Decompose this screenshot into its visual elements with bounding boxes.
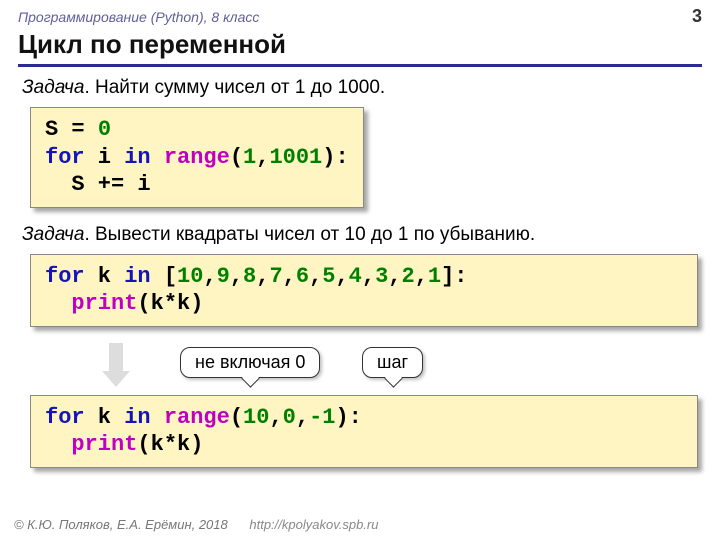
code-text: ):	[335, 405, 361, 430]
code-keyword: in	[124, 405, 150, 430]
code-text: ,	[415, 264, 428, 289]
code-text: (	[230, 145, 243, 170]
code-text: ]:	[441, 264, 467, 289]
slide: Программирование (Python), 8 класс 3 Цик…	[0, 0, 720, 540]
code-text: ,	[388, 264, 401, 289]
callout-not-including-zero: не включая 0	[180, 347, 320, 378]
code-number: 1	[243, 145, 256, 170]
code-block-2: for k in [10,9,8,7,6,5,4,3,2,1]: print(k…	[30, 254, 698, 327]
code-function: print	[71, 291, 137, 316]
course-label: Программирование (Python), 8 класс	[18, 9, 259, 25]
code-text: ,	[335, 264, 348, 289]
code-number: 3	[375, 264, 388, 289]
code-text: ,	[203, 264, 216, 289]
code-text: (	[230, 405, 243, 430]
code-text: ,	[309, 264, 322, 289]
code-block-1: S = 0 for i in range(1,1001): S += i	[30, 107, 364, 208]
callout-step: шаг	[362, 347, 423, 378]
code-number: 6	[296, 264, 309, 289]
code-text: [	[151, 264, 177, 289]
code-number: 2	[401, 264, 414, 289]
code-function: print	[71, 432, 137, 457]
code-number: 0	[283, 405, 296, 430]
code-text: S += i	[45, 172, 151, 197]
code-text: ,	[362, 264, 375, 289]
code-text: ,	[283, 264, 296, 289]
code-text	[151, 405, 164, 430]
callouts-row: не включая 0 шаг	[30, 337, 698, 393]
code-number: -1	[309, 405, 335, 430]
code-text	[45, 432, 71, 457]
code-number: 1	[428, 264, 441, 289]
code-text: k	[85, 264, 125, 289]
code-function: range	[164, 145, 230, 170]
code-number: 9	[217, 264, 230, 289]
code-number: 8	[243, 264, 256, 289]
code-text: ):	[322, 145, 348, 170]
slide-header: Программирование (Python), 8 класс 3	[0, 0, 720, 29]
code-text: ,	[269, 405, 282, 430]
code-text: ,	[256, 145, 269, 170]
task-2: Задача. Вывести квадраты чисел от 10 до …	[22, 224, 698, 246]
code-keyword: in	[124, 145, 150, 170]
code-text: (k*k)	[137, 291, 203, 316]
task-2-label: Задача	[22, 224, 84, 245]
code-keyword: for	[45, 264, 85, 289]
code-text: ,	[296, 405, 309, 430]
copyright-text: © К.Ю. Поляков, Е.А. Ерёмин, 2018	[14, 517, 228, 532]
code-text: k	[85, 405, 125, 430]
slide-footer: © К.Ю. Поляков, Е.А. Ерёмин, 2018 http:/…	[14, 517, 378, 532]
code-block-3: for k in range(10,0,-1): print(k*k)	[30, 395, 698, 468]
page-number: 3	[692, 6, 702, 27]
code-text: ,	[230, 264, 243, 289]
slide-title: Цикл по переменной	[18, 29, 702, 67]
task-1-label: Задача	[22, 77, 84, 98]
code-keyword: in	[124, 264, 150, 289]
code-number: 0	[98, 117, 111, 142]
code-function: range	[164, 405, 230, 430]
code-number: 1001	[269, 145, 322, 170]
code-text: i	[85, 145, 125, 170]
code-text	[151, 145, 164, 170]
code-number: 4	[349, 264, 362, 289]
code-text: S =	[45, 117, 98, 142]
code-text: (k*k)	[137, 432, 203, 457]
footer-url: http://kpolyakov.spb.ru	[249, 517, 378, 532]
code-text: ,	[256, 264, 269, 289]
code-text	[45, 291, 71, 316]
code-number: 10	[177, 264, 203, 289]
code-keyword: for	[45, 405, 85, 430]
code-keyword: for	[45, 145, 85, 170]
task-2-text: . Вывести квадраты чисел от 10 до 1 по у…	[84, 224, 535, 245]
code-number: 5	[322, 264, 335, 289]
task-1: Задача. Найти сумму чисел от 1 до 1000.	[22, 77, 698, 99]
down-arrow-icon	[102, 343, 130, 387]
code-number: 7	[269, 264, 282, 289]
task-1-text: . Найти сумму чисел от 1 до 1000.	[84, 77, 385, 98]
code-number: 10	[243, 405, 269, 430]
